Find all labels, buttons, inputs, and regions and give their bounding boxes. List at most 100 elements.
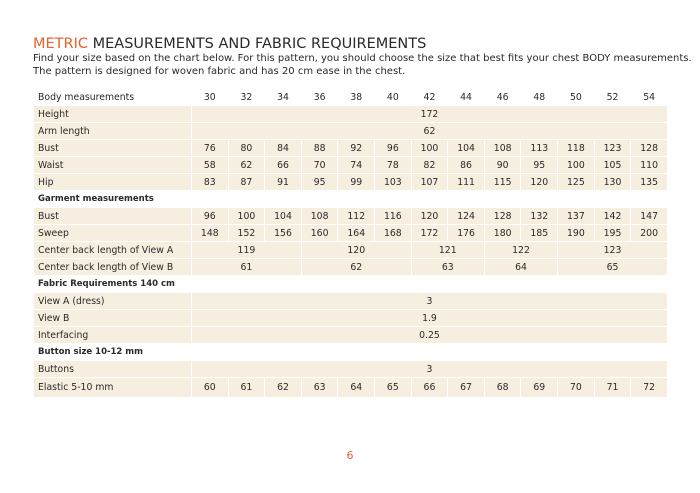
cell: 65 <box>557 258 668 276</box>
cell: 95 <box>300 173 339 191</box>
cell: 63 <box>300 377 339 398</box>
table-row: Body measurements 30 32 34 36 38 40 42 44 46 48 50 5… <box>33 88 668 106</box>
cell: 123 <box>557 241 668 259</box>
size-header: 48 <box>520 88 559 106</box>
cell: 72 <box>630 377 668 398</box>
cell: 64 <box>337 377 376 398</box>
table-row: Height 172 <box>33 105 668 123</box>
cell: 100 <box>410 139 449 157</box>
table-row: Center back length of View A 119 120 121 122… <box>33 241 668 259</box>
cell: 74 <box>337 156 376 174</box>
cell: 70 <box>300 156 339 174</box>
table-row: View B 1.9 <box>33 309 668 327</box>
cell: 122 <box>483 241 559 259</box>
cell: 63 <box>410 258 485 276</box>
row-label: Center back length of View A <box>33 241 192 259</box>
cell: 124 <box>447 207 485 225</box>
cell: 180 <box>483 224 522 242</box>
table-row: Garment measurements <box>33 190 668 208</box>
cell: 108 <box>300 207 339 225</box>
cell: 121 <box>410 241 485 259</box>
cell: 176 <box>447 224 485 242</box>
cell: 190 <box>557 224 595 242</box>
cell: 61 <box>191 258 302 276</box>
row-label: Hip <box>33 173 192 191</box>
intro-line: Find your size based on the chart below.… <box>33 53 692 64</box>
cell: 86 <box>447 156 485 174</box>
title-text: MEASUREMENTS AND FABRIC REQUIREMENTS <box>92 36 427 52</box>
table-row: Hip 83 87 91 95 99 103 107 111 115 120 125 130 135 <box>33 173 668 191</box>
cell: 104 <box>447 139 485 157</box>
cell: 172 <box>191 105 668 123</box>
table-row: Arm length 62 <box>33 122 668 140</box>
cell: 128 <box>483 207 522 225</box>
row-label: Body measurements <box>33 88 192 106</box>
cell: 135 <box>630 173 668 191</box>
cell: 62 <box>264 377 302 398</box>
cell: 148 <box>191 224 229 242</box>
cell: 96 <box>374 139 412 157</box>
size-header: 40 <box>374 88 412 106</box>
row-label: Sweep <box>33 224 192 242</box>
size-table: Body measurements 30 32 34 36 38 40 42 44 46 48 50 5… <box>33 88 668 398</box>
cell: 69 <box>520 377 559 398</box>
cell: 99 <box>337 173 376 191</box>
table-row: Interfacing 0.25 <box>33 326 668 344</box>
cell: 90 <box>483 156 522 174</box>
cell: 125 <box>557 173 595 191</box>
cell: 115 <box>483 173 522 191</box>
size-header: 38 <box>337 88 376 106</box>
row-label: Buttons <box>33 360 192 378</box>
table-row: Elastic 5-10 mm 60 61 62 63 64 65 66 67 68 69 70 71 7… <box>33 377 668 398</box>
cell: 168 <box>374 224 412 242</box>
row-label: Waist <box>33 156 192 174</box>
cell: 61 <box>227 377 266 398</box>
cell: 3 <box>191 360 668 378</box>
row-label: Bust <box>33 139 192 157</box>
cell: 113 <box>520 139 559 157</box>
cell: 71 <box>593 377 632 398</box>
cell: 66 <box>264 156 302 174</box>
cell: 76 <box>191 139 229 157</box>
table-row: Fabric Requirements 140 cm <box>33 275 668 293</box>
section-label: Garment measurements <box>33 190 668 208</box>
cell: 60 <box>191 377 229 398</box>
table-row: Bust 76 80 84 88 92 96 100 104 108 113 118 123 128 <box>33 139 668 157</box>
cell: 110 <box>630 156 668 174</box>
section-label: Fabric Requirements 140 cm <box>33 275 668 293</box>
cell: 147 <box>630 207 668 225</box>
table-row: View A (dress) 3 <box>33 292 668 310</box>
cell: 64 <box>483 258 559 276</box>
row-label: View A (dress) <box>33 292 192 310</box>
size-header: 52 <box>593 88 632 106</box>
cell: 62 <box>227 156 266 174</box>
cell: 130 <box>593 173 632 191</box>
cell: 78 <box>374 156 412 174</box>
size-header: 42 <box>410 88 449 106</box>
cell: 1.9 <box>191 309 668 327</box>
cell: 128 <box>630 139 668 157</box>
row-label: Bust <box>33 207 192 225</box>
intro-line: The pattern is designed for woven fabric… <box>33 66 406 77</box>
cell: 96 <box>191 207 229 225</box>
cell: 62 <box>191 122 668 140</box>
cell: 160 <box>300 224 339 242</box>
cell: 68 <box>483 377 522 398</box>
cell: 120 <box>520 173 559 191</box>
title-accent: METRIC <box>33 36 89 52</box>
size-header: 44 <box>447 88 485 106</box>
table-row: Waist 58 62 66 70 74 78 82 86 90 95 100 105 110 <box>33 156 668 174</box>
cell: 200 <box>630 224 668 242</box>
table-row: Center back length of View B 61 62 63 64 65 <box>33 258 668 276</box>
cell: 88 <box>300 139 339 157</box>
cell: 91 <box>264 173 302 191</box>
cell: 116 <box>374 207 412 225</box>
cell: 172 <box>410 224 449 242</box>
cell: 62 <box>300 258 412 276</box>
cell: 84 <box>264 139 302 157</box>
cell: 142 <box>593 207 632 225</box>
table-row: Button size 10-12 mm <box>33 343 668 361</box>
cell: 152 <box>227 224 266 242</box>
cell: 107 <box>410 173 449 191</box>
cell: 120 <box>300 241 412 259</box>
